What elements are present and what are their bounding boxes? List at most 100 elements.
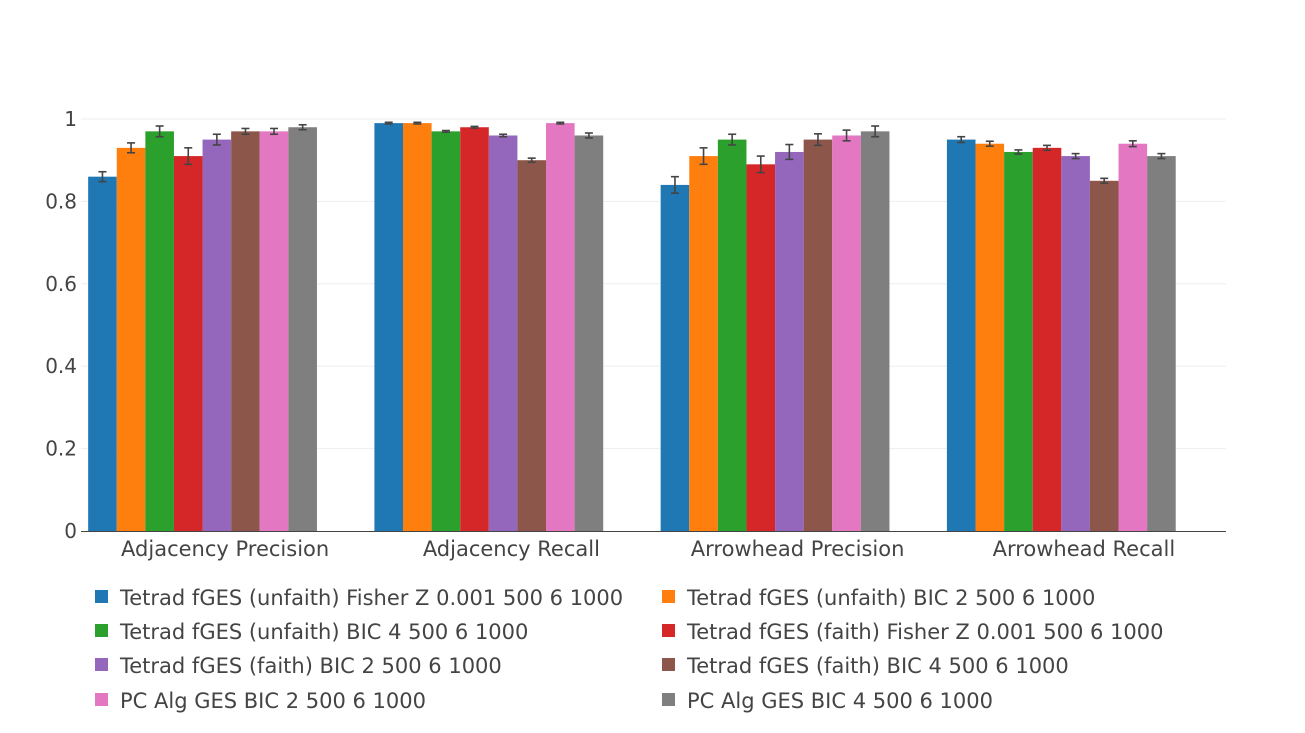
bar	[231, 131, 260, 532]
bar	[202, 139, 232, 531]
error-bar	[413, 121, 422, 125]
y-tick-label: 0.2	[45, 437, 77, 461]
error-bar	[98, 170, 107, 183]
error-bar	[127, 142, 136, 154]
legend-swatch	[662, 658, 675, 671]
legend-swatch	[95, 624, 108, 637]
bar	[116, 147, 146, 531]
legend-swatch	[662, 590, 675, 603]
x-category-label: Arrowhead Recall	[993, 537, 1176, 561]
bar	[145, 131, 174, 532]
bar	[517, 160, 547, 531]
x-category-label: Adjacency Precision	[121, 537, 329, 561]
bar	[1147, 156, 1176, 531]
error-bar	[155, 125, 164, 138]
error-bar	[384, 121, 393, 125]
bar	[88, 176, 117, 531]
y-tick-label: 0	[64, 519, 77, 543]
legend-label: Tetrad fGES (unfaith) Fisher Z 0.001 500…	[119, 586, 623, 610]
legend-swatch	[662, 624, 675, 637]
bar	[173, 156, 203, 531]
legend-swatch	[95, 693, 108, 706]
legend-item[interactable]: PC Alg GES BIC 2 500 6 1000	[95, 689, 426, 713]
error-bar	[842, 129, 851, 142]
bar	[746, 164, 776, 531]
legend-item[interactable]: Tetrad fGES (unfaith) BIC 4 500 6 1000	[95, 620, 528, 644]
x-axis-categories: Adjacency Precision Adjacency Recall Arrow…	[121, 537, 1175, 561]
legend-item[interactable]: Tetrad fGES (faith) BIC 4 500 6 1000	[662, 654, 1069, 678]
error-bar	[728, 133, 737, 146]
bar	[403, 123, 432, 532]
error-bar	[270, 127, 279, 136]
legend-item[interactable]: Tetrad fGES (faith) Fisher Z 0.001 500 6…	[662, 620, 1164, 644]
error-bar	[785, 143, 794, 161]
x-category-label: Arrowhead Precision	[691, 537, 905, 561]
bar	[717, 139, 747, 531]
bar	[546, 123, 575, 532]
error-bar	[1157, 152, 1166, 160]
y-tick-label: 0.4	[45, 354, 77, 378]
legend-label: Tetrad fGES (unfaith) BIC 2 500 6 1000	[686, 586, 1095, 610]
bar	[660, 184, 690, 532]
bar	[259, 131, 289, 532]
error-bar	[470, 125, 479, 129]
error-bar	[1043, 144, 1052, 152]
bar	[1032, 147, 1062, 531]
bar	[288, 127, 317, 532]
error-bar	[1071, 152, 1080, 160]
error-bars	[98, 121, 1166, 194]
error-bar	[813, 133, 822, 147]
bar	[460, 127, 489, 532]
error-bar	[441, 129, 450, 133]
error-bar	[298, 123, 307, 131]
error-bar	[699, 147, 708, 166]
legend-label: Tetrad fGES (faith) Fisher Z 0.001 500 6…	[686, 620, 1164, 644]
bar	[374, 123, 404, 532]
y-tick-label: 0.8	[45, 189, 77, 213]
bar	[488, 135, 518, 532]
legend: Tetrad fGES (unfaith) Fisher Z 0.001 500…	[95, 586, 1164, 713]
bar	[775, 151, 804, 531]
bar	[860, 131, 890, 532]
legend-item[interactable]: Tetrad fGES (unfaith) BIC 2 500 6 1000	[662, 586, 1095, 610]
error-bar	[670, 175, 679, 194]
bar	[1004, 151, 1033, 531]
legend-label: Tetrad fGES (unfaith) BIC 4 500 6 1000	[119, 620, 528, 644]
bar	[946, 139, 976, 531]
error-bar	[1128, 140, 1137, 148]
error-bar	[184, 147, 193, 166]
bar	[1061, 156, 1090, 531]
error-bar	[1100, 177, 1109, 185]
legend-item[interactable]: Tetrad fGES (unfaith) Fisher Z 0.001 500…	[95, 586, 623, 610]
error-bar	[584, 132, 593, 139]
error-bar	[957, 135, 966, 144]
error-bar	[556, 121, 565, 125]
y-tick-label: 0.6	[45, 272, 77, 296]
error-bar	[985, 140, 994, 147]
legend-label: Tetrad fGES (faith) BIC 4 500 6 1000	[686, 654, 1069, 678]
error-bar	[527, 157, 536, 164]
bar	[832, 135, 861, 532]
error-bar	[212, 133, 221, 146]
bars	[88, 123, 1176, 532]
error-bar	[1014, 149, 1023, 155]
legend-swatch	[95, 590, 108, 603]
legend-item[interactable]: Tetrad fGES (faith) BIC 2 500 6 1000	[95, 654, 502, 678]
y-axis-ticks: 0 0.2 0.4 0.6 0.8 1	[45, 107, 77, 543]
bar	[803, 139, 833, 531]
bar	[1118, 143, 1148, 531]
legend-item[interactable]: PC Alg GES BIC 4 500 6 1000	[662, 689, 993, 713]
y-tick-label: 1	[64, 107, 77, 131]
error-bar	[756, 155, 765, 174]
bar	[431, 131, 461, 532]
legend-label: PC Alg GES BIC 2 500 6 1000	[120, 689, 426, 713]
legend-label: Tetrad fGES (faith) BIC 2 500 6 1000	[119, 654, 502, 678]
error-bar	[871, 125, 880, 138]
bar	[975, 143, 1005, 531]
bar	[574, 135, 604, 532]
legend-label: PC Alg GES BIC 4 500 6 1000	[687, 689, 993, 713]
error-bar	[499, 133, 508, 138]
error-bar	[241, 127, 250, 136]
